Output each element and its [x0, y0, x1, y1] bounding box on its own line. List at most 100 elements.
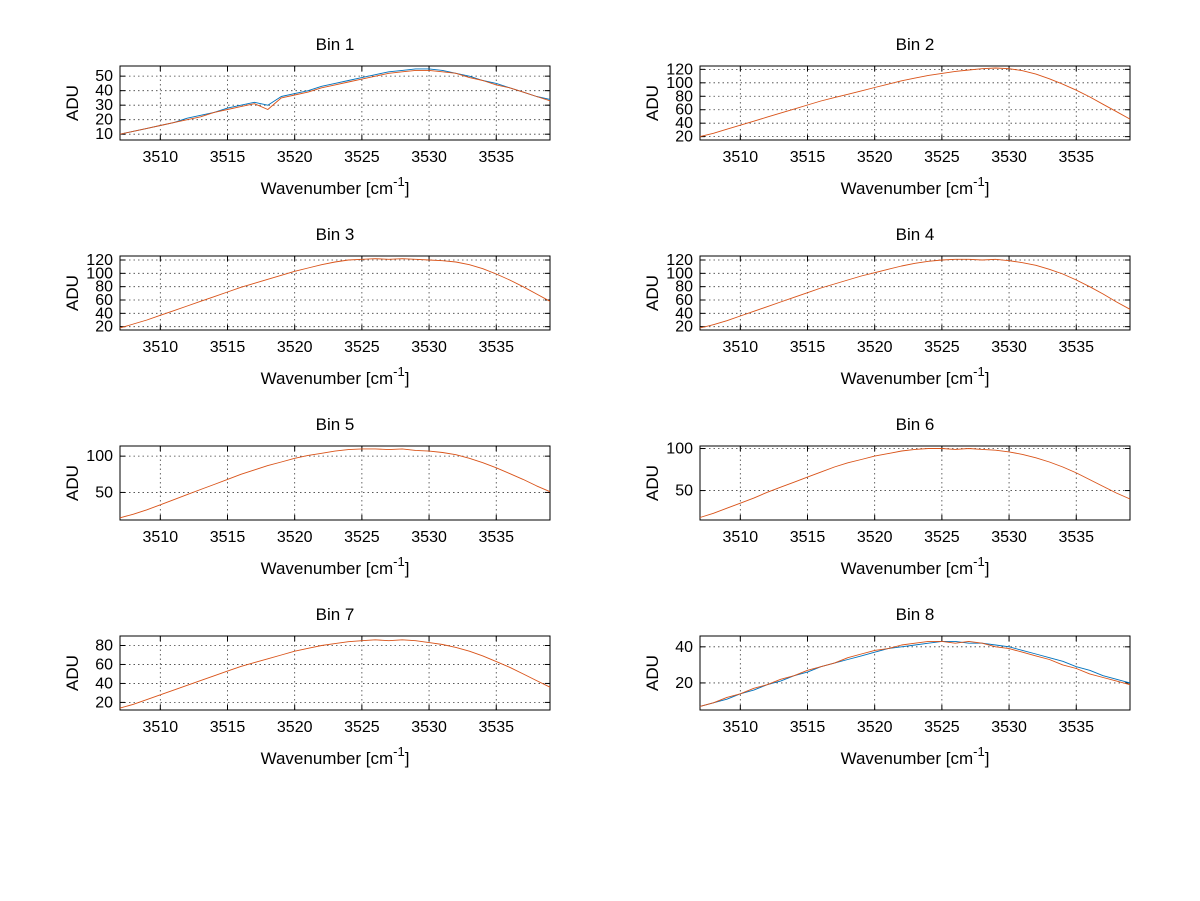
y-axis-label: ADU [643, 275, 662, 311]
x-tick-label: 3530 [991, 529, 1027, 546]
axis-box [119, 635, 551, 711]
x-tick-label: 3525 [344, 149, 380, 166]
x-tick-label: 3535 [478, 339, 514, 356]
y-axis-label: ADU [63, 655, 82, 691]
x-tick-label: 3510 [723, 339, 759, 356]
x-tick-label: 3510 [723, 529, 759, 546]
x-tick-label: 3535 [478, 719, 514, 736]
data-line-trace-1 [119, 639, 551, 709]
y-tick-label: 30 [95, 97, 113, 114]
y-tick-label: 60 [95, 292, 113, 309]
y-tick-label: 80 [95, 637, 113, 654]
subplot-title: Bin 5 [316, 415, 355, 434]
x-axis-label: Wavenumber [cm-1] [841, 554, 990, 578]
x-tick-label: 3515 [210, 149, 246, 166]
x-tick-label: 3515 [790, 719, 826, 736]
x-tick-label: 3535 [478, 149, 514, 166]
x-axis-label: Wavenumber [cm-1] [261, 174, 410, 198]
plot-area: 3510 3515 3520 3525 3530 3535 20 40 60 80 [95, 635, 551, 736]
x-tick-label: 3530 [411, 719, 447, 736]
axis-box [699, 635, 1131, 711]
subplot-title: Bin 6 [896, 415, 935, 434]
subplot-title: Bin 8 [896, 605, 935, 624]
y-axis-label: ADU [63, 465, 82, 501]
x-tick-label: 3515 [210, 719, 246, 736]
y-axis-label: ADU [63, 85, 82, 121]
plot-area: 3510 3515 3520 3525 3530 3535 20 40 [675, 635, 1131, 736]
x-axis-label: Wavenumber [cm-1] [261, 744, 410, 768]
y-tick-label: 40 [95, 83, 113, 100]
data-line-trace-1 [119, 448, 551, 519]
x-tick-label: 3520 [857, 339, 893, 356]
plot-canvas-bin-8: Bin 8 ADU 3510 3515 3520 3525 3530 3535 20 40 W… [643, 605, 1131, 768]
x-tick-label: 3525 [344, 529, 380, 546]
data-line-trace-2 [699, 640, 1131, 707]
x-tick-label: 3530 [991, 339, 1027, 356]
axis-box [699, 445, 1131, 521]
x-tick-label: 3515 [790, 149, 826, 166]
y-tick-label: 100 [86, 448, 113, 465]
y-tick-label: 80 [675, 279, 693, 296]
plot-canvas-bin-5: Bin 5 ADU 3510 3515 3520 3525 3530 353550100 … [63, 415, 551, 578]
y-tick-label: 20 [95, 694, 113, 711]
x-tick-label: 3510 [143, 339, 179, 356]
x-axis-label: Wavenumber [cm-1] [841, 744, 990, 768]
x-tick-label: 3510 [143, 149, 179, 166]
plot-canvas-bin-3: Bin 3 ADU 3510 3515 3520 3525 3530 3535 204060… [63, 225, 551, 388]
subplot-bin-6: Bin 6 ADU 3510 3515 3520 3525 3530 3535 50 100 … [600, 410, 1180, 600]
x-tick-label: 3520 [857, 149, 893, 166]
subplot-bin-8: Bin 8 ADU 3510 3515 3520 3525 3530 3535 20 40 W… [600, 600, 1180, 790]
subplot-bin-7: Bin 7 ADU 3510 3515 3520 3525 3530 3535 20 40 60… [20, 600, 600, 790]
x-tick-label: 3530 [411, 149, 447, 166]
y-tick-label: 20 [95, 319, 113, 336]
subplot-bin-3: Bin 3 ADU 3510 3515 3520 3525 3530 3535 20 40 60… [20, 220, 600, 410]
axis-box [699, 255, 1131, 331]
data-line-trace-1 [699, 448, 1131, 518]
x-tick-label: 3520 [857, 719, 893, 736]
data-line-trace-1 [699, 258, 1131, 329]
axis-box [119, 255, 551, 331]
y-tick-label: 40 [675, 639, 693, 656]
subplot-title: Bin 1 [316, 35, 355, 54]
x-tick-label: 3535 [1058, 719, 1094, 736]
x-axis-label: Wavenumber [cm-1] [261, 554, 410, 578]
x-tick-label: 3535 [1058, 149, 1094, 166]
subplot-bin-4: Bin 4 ADU 3510 3515 3520 3525 3530 3535 20 40 60… [600, 220, 1180, 410]
y-tick-label: 100 [666, 75, 693, 92]
plot-canvas-bin-6: Bin 6 ADU 3510 3515 3520 3525 3530 353550100 … [643, 415, 1131, 578]
x-tick-label: 3530 [991, 149, 1027, 166]
subplot-bin-1: Bin 1 ADU 3510 3515 3520 3525 3530 3535 10 20 30… [20, 30, 600, 220]
x-axis-label: Wavenumber [cm-1] [841, 364, 990, 388]
y-axis-label: ADU [643, 85, 662, 121]
y-tick-label: 80 [675, 88, 693, 105]
y-tick-label: 100 [86, 265, 113, 282]
subplot-title: Bin 3 [316, 225, 355, 244]
x-tick-label: 3525 [344, 719, 380, 736]
data-line-trace-1 [699, 640, 1131, 707]
x-tick-label: 3530 [411, 529, 447, 546]
y-tick-label: 20 [675, 319, 693, 336]
y-tick-label: 100 [666, 441, 693, 458]
x-tick-label: 3515 [790, 339, 826, 356]
y-tick-label: 60 [675, 102, 693, 119]
x-axis-label: Wavenumber [cm-1] [261, 364, 410, 388]
data-line-trace-1 [119, 68, 551, 135]
axis-box [119, 445, 551, 521]
x-tick-label: 3525 [344, 339, 380, 356]
subplot-bin-5: Bin 5 ADU 3510 3515 3520 3525 3530 3535 50 100 … [20, 410, 600, 600]
plot-canvas-bin-2: Bin 2 ADU 3510 3515 3520 3525 3530 3535 204060… [643, 35, 1131, 198]
x-tick-label: 3525 [924, 529, 960, 546]
x-tick-label: 3520 [277, 339, 313, 356]
plot-canvas-bin-4: Bin 4 ADU 3510 3515 3520 3525 3530 3535 204060… [643, 225, 1131, 388]
x-tick-label: 3515 [210, 529, 246, 546]
x-axis-label: Wavenumber [cm-1] [841, 174, 990, 198]
data-line-trace-1 [699, 67, 1131, 138]
y-tick-label: 10 [95, 126, 113, 143]
y-tick-label: 40 [675, 115, 693, 132]
plot-canvas-bin-7: Bin 7 ADU 3510 3515 3520 3525 3530 3535 20 40 60… [63, 605, 551, 768]
x-tick-label: 3510 [143, 529, 179, 546]
y-tick-label: 50 [95, 68, 113, 85]
y-tick-label: 80 [95, 279, 113, 296]
